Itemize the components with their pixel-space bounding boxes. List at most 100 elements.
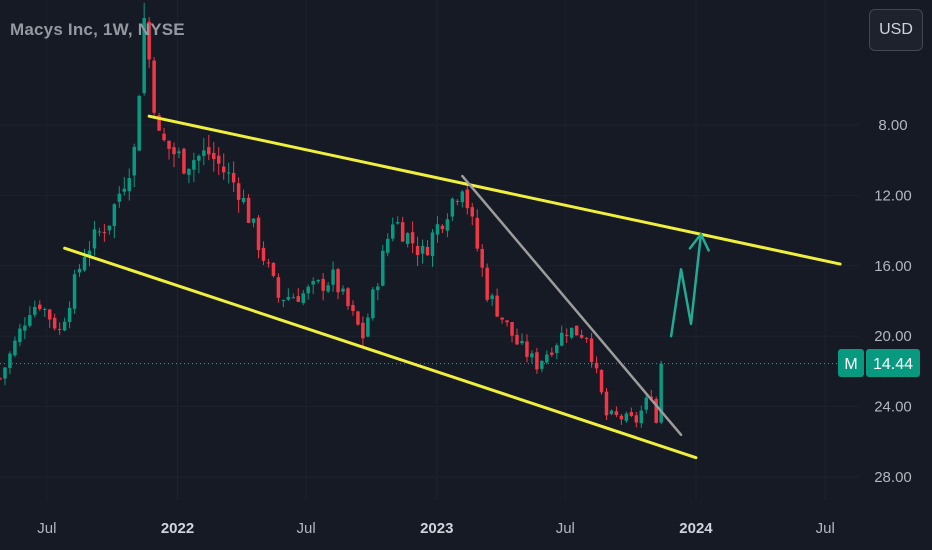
candle-body <box>182 148 186 174</box>
candle-body <box>142 18 146 94</box>
drawing-layer[interactable] <box>63 114 842 460</box>
candle-body <box>97 231 102 233</box>
candle-body <box>450 198 455 217</box>
candle-body <box>435 224 440 235</box>
candle-body <box>47 309 52 320</box>
candle-body <box>231 172 236 183</box>
candle-body <box>515 334 519 345</box>
candle-body <box>167 140 171 149</box>
candle-body <box>132 146 136 176</box>
candle-body <box>276 277 281 298</box>
candle-body <box>584 337 589 339</box>
candle-body <box>162 133 166 141</box>
channel-upper-line[interactable] <box>147 114 842 266</box>
price-tick-label: 12.00 <box>874 187 912 204</box>
candle-body <box>221 166 226 173</box>
candle-body <box>43 308 47 310</box>
candle-body <box>475 217 479 249</box>
price-tick-label: 16.00 <box>874 258 912 275</box>
candle-body <box>604 391 609 416</box>
candle-body <box>0 378 2 380</box>
projection-arrow[interactable] <box>669 232 703 338</box>
candle-body <box>589 338 594 363</box>
price-tick-label: 8.00 <box>878 117 907 134</box>
candle-body <box>311 281 315 285</box>
candle-body <box>341 288 345 292</box>
candle-body <box>152 60 156 113</box>
candle-body <box>87 250 92 256</box>
candle-body <box>321 278 325 291</box>
candle-body <box>23 325 27 331</box>
candle-body <box>405 233 410 244</box>
candle-body <box>207 147 211 155</box>
candle-body <box>381 250 385 286</box>
candle-body <box>361 322 365 339</box>
candle-body <box>445 219 450 231</box>
candle-body <box>271 262 276 276</box>
candle-body <box>291 297 296 299</box>
time-tick-label: 2023 <box>420 520 453 537</box>
candle-body <box>286 296 291 300</box>
candlestick-series <box>0 2 663 428</box>
last-price-label: 14.44 <box>873 356 913 373</box>
candle-body <box>331 269 335 285</box>
candle-body <box>246 197 251 223</box>
candle-body <box>67 307 72 323</box>
candle-body <box>390 224 395 239</box>
time-tick-label: Jul <box>296 520 315 537</box>
candle-body <box>336 269 340 293</box>
candle-body <box>425 246 430 256</box>
candle-body <box>654 398 658 423</box>
candle-body <box>52 317 57 329</box>
price-tick-label: 24.00 <box>874 399 912 416</box>
currency-button[interactable]: USD <box>869 9 923 51</box>
candle-body <box>530 353 534 358</box>
candle-body <box>465 189 470 209</box>
candle-body <box>574 325 579 336</box>
candle-body <box>226 172 231 174</box>
candle-body <box>644 397 649 410</box>
candle-body <box>82 256 87 271</box>
time-tick-label: Jul <box>556 520 575 537</box>
candle-body <box>440 225 445 230</box>
descending-trendline[interactable] <box>461 174 683 437</box>
candle-body <box>609 410 614 415</box>
candle-body <box>102 232 107 234</box>
candle-body <box>495 295 499 317</box>
candle-body <box>510 322 514 336</box>
chart-grid <box>0 0 860 500</box>
symbol-title[interactable]: Macys Inc, 1W, NYSE <box>10 20 185 39</box>
candle-body <box>410 232 415 244</box>
candle-body <box>366 317 370 337</box>
candle-body <box>599 369 604 393</box>
candle-body <box>281 300 286 302</box>
candle-body <box>127 178 131 192</box>
candle-body <box>57 328 62 330</box>
candle-body <box>216 155 221 164</box>
candle-body <box>545 354 549 363</box>
candle-body <box>266 262 271 264</box>
price-axis[interactable]: 28.00 24.00 20.00 16.00 12.00 8.00 <box>874 117 912 486</box>
price-tick-label: 20.00 <box>874 328 912 345</box>
candle-body <box>33 306 37 315</box>
candle-body <box>550 352 554 355</box>
candle-body <box>137 95 141 151</box>
time-tick-label: Jul <box>37 520 56 537</box>
candle-body <box>197 155 201 161</box>
candle-body <box>241 198 246 203</box>
candle-body <box>624 413 629 421</box>
candle-body <box>316 280 320 282</box>
candle-body <box>157 115 161 131</box>
candle-body <box>147 21 151 60</box>
candle-body <box>386 238 390 253</box>
candle-body <box>92 229 97 249</box>
candle-body <box>470 207 475 217</box>
channel-lower-line[interactable] <box>63 246 698 460</box>
time-axis[interactable]: Jul 2022 Jul 2023 Jul 2024 Jul <box>37 520 835 537</box>
time-tick-label: 2022 <box>161 520 194 537</box>
candle-body <box>301 293 305 303</box>
candle-body <box>326 285 330 292</box>
candle-body <box>296 296 301 302</box>
symbol-badge: M <box>844 356 857 373</box>
